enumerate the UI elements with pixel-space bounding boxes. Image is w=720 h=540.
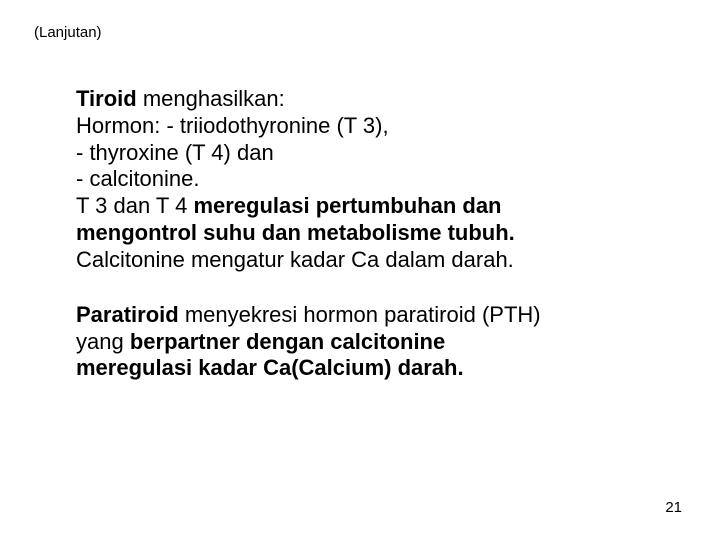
paratiroid-bold: Paratiroid — [76, 302, 179, 327]
t3t4-pre: T 3 dan T 4 — [76, 193, 193, 218]
t3t4-bold: meregulasi pertumbuhan dan — [193, 193, 501, 218]
line-control-body: mengontrol suhu dan metabolisme tubuh. — [76, 220, 678, 247]
line-hormon-t3: Hormon: - triiodothyronine (T 3), — [76, 113, 678, 140]
line-paratiroid: Paratiroid menyekresi hormon paratiroid … — [76, 302, 678, 329]
yang-text: yang — [76, 329, 130, 354]
line-calcitonine: - calcitonine. — [76, 166, 678, 193]
line-t3t4-regulate: T 3 dan T 4 meregulasi pertumbuhan dan — [76, 193, 678, 220]
tiroid-rest: menghasilkan: — [137, 86, 285, 111]
line-calcitonine-ca: Calcitonine mengatur kadar Ca dalam dara… — [76, 247, 678, 274]
paratiroid-block: Paratiroid menyekresi hormon paratiroid … — [76, 302, 678, 382]
partner-bold: berpartner dengan calcitonine — [130, 329, 445, 354]
continuation-header: (Lanjutan) — [34, 24, 102, 41]
line-partner: yang berpartner dengan calcitonine — [76, 329, 678, 356]
line-tiroid: Tiroid menghasilkan: — [76, 86, 678, 113]
tiroid-bold: Tiroid — [76, 86, 137, 111]
page-number: 21 — [665, 499, 682, 516]
line-t4: - thyroxine (T 4) dan — [76, 140, 678, 167]
slide: (Lanjutan) Tiroid menghasilkan: Hormon: … — [0, 0, 720, 540]
line-regulate-ca: meregulasi kadar Ca(Calcium) darah. — [76, 355, 678, 382]
paratiroid-rest: menyekresi hormon paratiroid (PTH) — [179, 302, 541, 327]
body-content: Tiroid menghasilkan: Hormon: - triiodoth… — [76, 86, 678, 382]
